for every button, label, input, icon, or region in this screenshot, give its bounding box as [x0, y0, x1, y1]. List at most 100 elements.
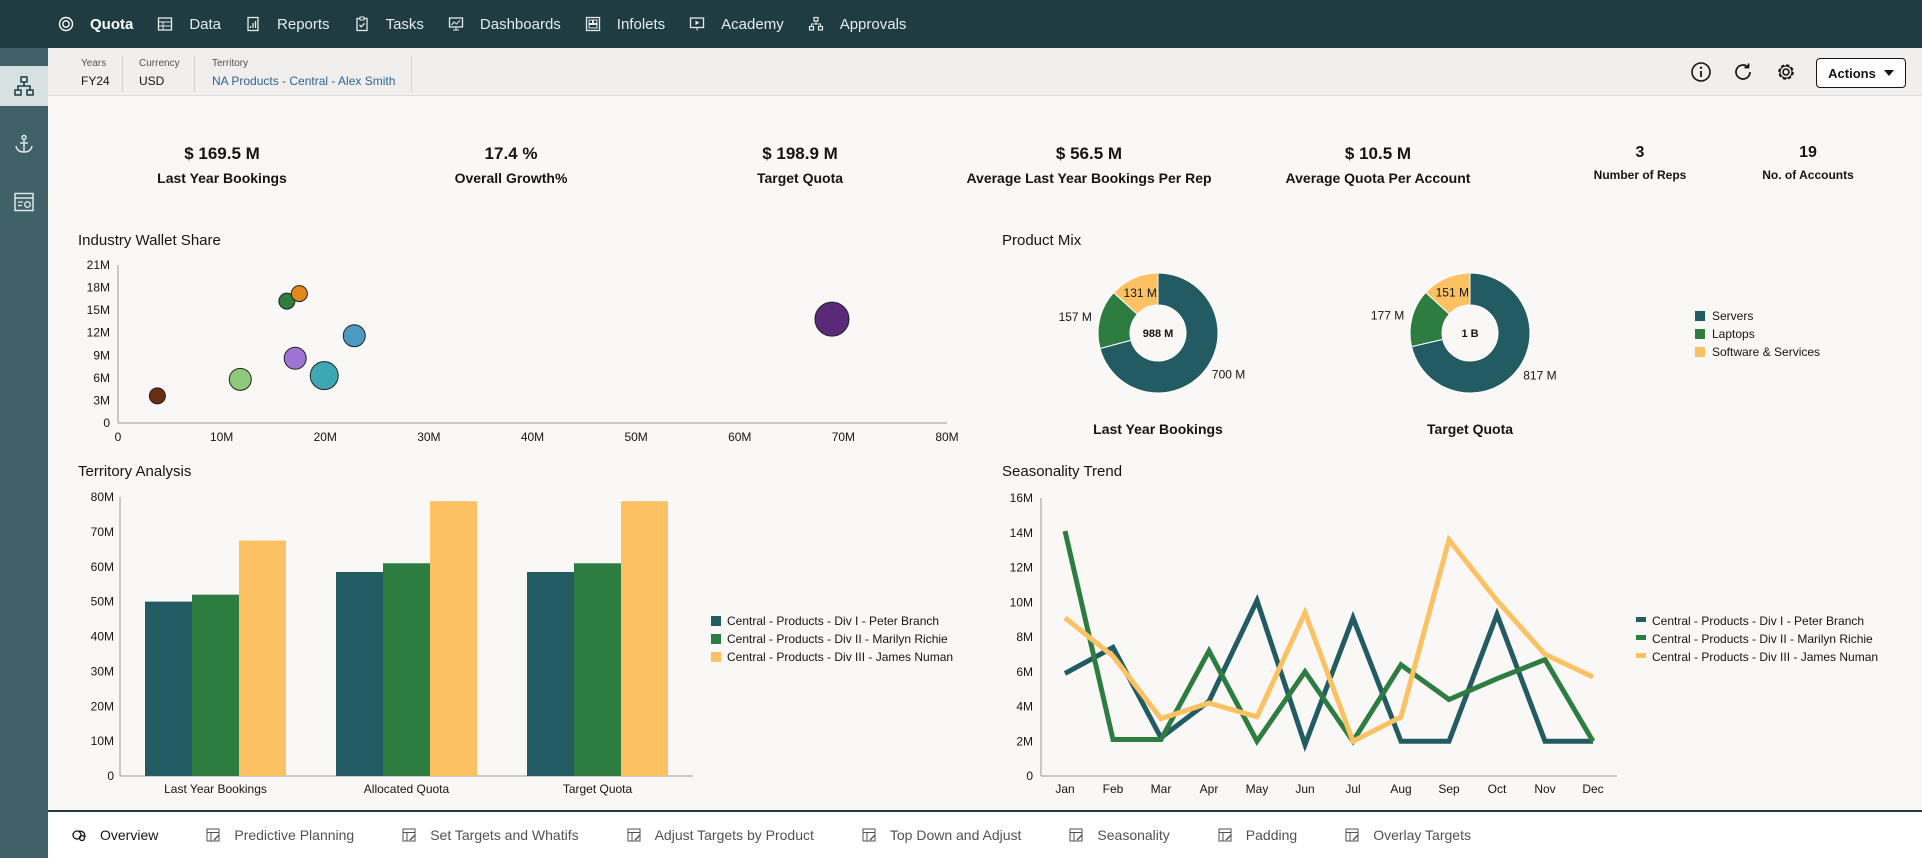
- pov-divider: [194, 56, 195, 92]
- x-tick-label: 10M: [210, 430, 233, 444]
- donut-slice-label: 131 M: [1124, 286, 1157, 300]
- seasonality-trend-title: Seasonality Trend: [1002, 463, 1123, 480]
- nav-item-quota[interactable]: Quota: [52, 0, 151, 48]
- legend-swatch: [1636, 653, 1646, 658]
- y-tick-label: 40M: [91, 630, 114, 644]
- bar: [192, 594, 239, 776]
- nav-item-reports[interactable]: Reports: [239, 0, 348, 48]
- rail-hierarchy-button[interactable]: [0, 66, 48, 106]
- donut-slice-label: 700 M: [1212, 367, 1245, 381]
- tab-label: Seasonality: [1097, 827, 1170, 843]
- tab-set-targets-whatifs[interactable]: Set Targets and Whatifs: [378, 812, 602, 858]
- legend-swatch: [1636, 635, 1646, 640]
- tab-label: Overlay Targets: [1373, 827, 1471, 843]
- bar: [430, 501, 477, 776]
- scatter-point: [342, 324, 366, 348]
- nav-item-dashboards[interactable]: Dashboards: [442, 0, 579, 48]
- actions-label: Actions: [1828, 65, 1876, 81]
- tab-top-down-adjust[interactable]: Top Down and Adjust: [838, 812, 1046, 858]
- tab-predictive-planning[interactable]: Predictive Planning: [182, 812, 378, 858]
- x-tick-label: Allocated Quota: [364, 782, 450, 796]
- x-tick-label: 80M: [935, 430, 958, 444]
- x-tick-label: Sep: [1438, 782, 1460, 796]
- scatter-point: [290, 285, 308, 303]
- series-line: [1063, 534, 1595, 745]
- nav-label: Data: [189, 15, 222, 33]
- legend-label: Central - Products - Div II - Marilyn Ri…: [727, 632, 948, 646]
- report-icon: [247, 16, 259, 32]
- y-tick-label: 6M: [93, 371, 110, 385]
- x-tick-label: Target Quota: [563, 782, 633, 796]
- kpi-label: Overall Growth%: [454, 170, 568, 186]
- pov-currency[interactable]: Currency USD: [139, 58, 180, 88]
- tab-seasonality[interactable]: Seasonality: [1045, 812, 1193, 858]
- nav-item-tasks[interactable]: Tasks: [348, 0, 442, 48]
- nav-item-infolets[interactable]: Infolets: [579, 0, 683, 48]
- pov-currency-label: Currency: [139, 58, 180, 69]
- scatter-point: [148, 387, 166, 405]
- clipboard-icon: [355, 16, 368, 32]
- x-tick-label: Last Year Bookings: [164, 782, 267, 796]
- product-mix-title: Product Mix: [1002, 232, 1082, 249]
- settings-button[interactable]: [1774, 60, 1798, 84]
- x-tick-label: Nov: [1534, 782, 1555, 796]
- x-tick-label: Jan: [1055, 782, 1074, 796]
- tab-label: Adjust Targets by Product: [654, 827, 814, 843]
- pov-bar: Years FY24 Currency USD Territory NA Pro…: [48, 48, 1922, 96]
- donut-slice: [1425, 272, 1471, 315]
- nav-item-approvals[interactable]: Approvals: [802, 0, 925, 48]
- pov-territory-value[interactable]: NA Products - Central - Alex Smith: [212, 74, 396, 88]
- target-icon: [58, 16, 74, 32]
- kpi-number-of-reps: 3 Number of Reps: [1594, 144, 1687, 182]
- y-tick-label: 9M: [93, 348, 110, 362]
- x-tick-label: Mar: [1151, 782, 1172, 796]
- tab-padding[interactable]: Padding: [1194, 812, 1321, 858]
- bar: [145, 601, 192, 776]
- y-tick-label: 14M: [1010, 526, 1033, 540]
- pov-territory[interactable]: Territory NA Products - Central - Alex S…: [212, 58, 395, 88]
- nav-label: Dashboards: [479, 15, 561, 33]
- legend-swatch: [711, 634, 721, 644]
- tab-overview[interactable]: Overview: [48, 812, 182, 858]
- y-tick-label: 16M: [1010, 491, 1033, 505]
- legend-label: Central - Products - Div I - Peter Branc…: [727, 614, 939, 628]
- approvals-icon: [808, 16, 823, 31]
- tab-overlay-targets[interactable]: Overlay Targets: [1321, 812, 1495, 858]
- kpi-number-of-accounts: 19 No. of Accounts: [1762, 144, 1854, 182]
- nav-item-data[interactable]: Data: [151, 0, 239, 48]
- rail-anchor-button[interactable]: [0, 124, 48, 164]
- form-icon: [402, 828, 416, 842]
- y-tick-label: 0: [1026, 769, 1033, 783]
- tab-adjust-targets-by-product[interactable]: Adjust Targets by Product: [603, 812, 838, 858]
- legend-swatch: [711, 616, 721, 626]
- tab-label: Predictive Planning: [234, 827, 355, 843]
- x-tick-label: 0: [115, 430, 122, 444]
- pov-territory-label: Territory: [212, 58, 249, 69]
- pov-currency-value: USD: [139, 74, 165, 88]
- overview-icon: [72, 830, 86, 842]
- x-tick-label: 70M: [832, 430, 855, 444]
- refresh-button[interactable]: [1731, 60, 1755, 84]
- kpi-value: 17.4 %: [484, 144, 538, 163]
- y-tick-label: 80M: [91, 490, 114, 504]
- kpi-value: $ 10.5 M: [1344, 144, 1412, 163]
- y-tick-label: 12M: [1010, 561, 1033, 575]
- report-settings-icon: [14, 192, 34, 212]
- top-navigation: Quota Data Reports Tasks Dashboards Info…: [0, 0, 1922, 48]
- nav-item-academy[interactable]: Academy: [683, 0, 802, 48]
- pov-years-value: FY24: [81, 74, 110, 88]
- territory-analysis-chart: 0 10M 20M 30M 40M 50M 60M 70M 80M Last Year Booki…: [91, 490, 953, 796]
- legend-label: Software & Services: [1712, 345, 1820, 359]
- left-rail: [0, 48, 48, 858]
- nav-label: Reports: [277, 15, 330, 33]
- actions-button[interactable]: Actions: [1816, 58, 1906, 88]
- info-button[interactable]: [1689, 60, 1713, 84]
- pov-years[interactable]: Years FY24: [81, 58, 110, 88]
- wallet-share-title: Industry Wallet Share: [78, 232, 221, 249]
- donut-slice-label: 157 M: [1059, 310, 1092, 324]
- rail-report-settings-button[interactable]: [0, 182, 48, 222]
- legend-label: Central - Products - Div I - Peter Branc…: [1652, 614, 1864, 628]
- y-tick-label: 30M: [91, 664, 114, 678]
- y-tick-label: 6M: [1016, 665, 1033, 679]
- nav-label: Academy: [721, 15, 784, 33]
